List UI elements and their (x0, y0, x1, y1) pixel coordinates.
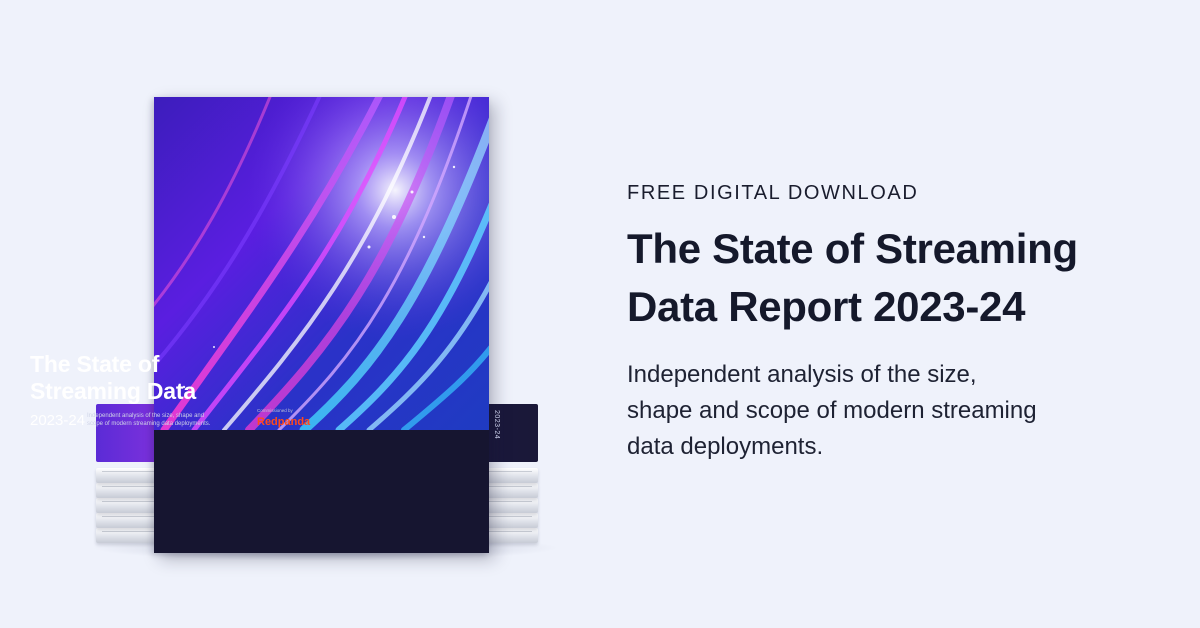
redpanda-logo: Redpanda (257, 416, 311, 428)
cover-title-panel (154, 430, 489, 553)
headline-line: Data Report 2023-24 (627, 283, 1026, 330)
description-line: Independent analysis of the size, (627, 361, 977, 388)
cover-artwork (154, 97, 489, 430)
eyebrow-label: FREE DIGITAL DOWNLOAD (627, 182, 919, 204)
page-title: The State of Streaming Data Report 2023-… (627, 220, 1187, 336)
headline-line: The State of Streaming (627, 225, 1078, 272)
light-streaks-artwork (154, 97, 489, 430)
cover-subtitle-line: scope of modern streaming data deploymen… (87, 420, 211, 427)
cover-title-line: Streaming Data (30, 378, 196, 404)
cover-subtitle: Independent analysis of the size, shape … (87, 413, 237, 428)
report-cover (154, 97, 489, 553)
cover-year: 2023-24 (30, 412, 86, 429)
cover-commissioned-label: Commissioned by (257, 408, 293, 413)
cover-title: The State of Streaming Data (30, 351, 270, 405)
description: Independent analysis of the size, shape … (627, 357, 1147, 465)
description-line: shape and scope of modern streaming (627, 397, 1037, 424)
cover-subtitle-line: Independent analysis of the size, shape … (87, 413, 205, 419)
cover-title-line: The State of (30, 351, 160, 377)
stacked-book-spine-text: 2023-24 (493, 410, 500, 440)
description-line: data deployments. (627, 433, 824, 460)
